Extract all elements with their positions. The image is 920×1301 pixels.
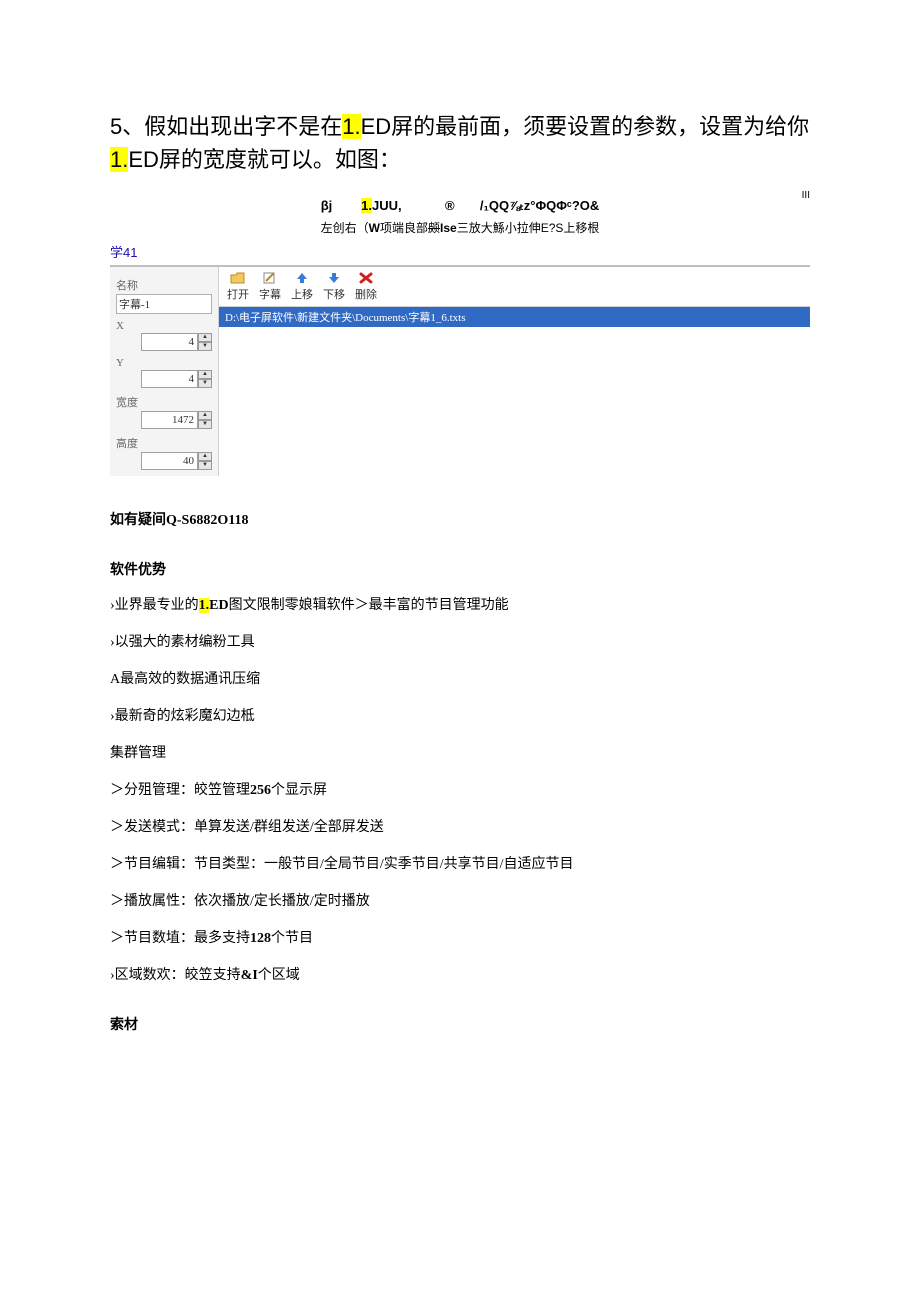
l6-post: 个显示屏	[271, 783, 327, 798]
x-label: X	[116, 320, 212, 332]
contact-pre: 如有疑间	[110, 513, 166, 528]
contact-line: 如有疑间Q-S6882O118	[110, 510, 810, 531]
delete-button[interactable]: 删除	[355, 271, 377, 302]
width-value[interactable]: 1472	[141, 411, 198, 429]
ui-screenshot: 名称 字幕-1 X 4 ▲ ▼ Y 4 ▲ ▼ 宽度 1472	[110, 265, 810, 476]
ocr-sub-mid2: 三放大鯀小拉伸E?S上移根	[457, 221, 600, 235]
h-up-icon[interactable]: ▲	[198, 452, 212, 461]
cluster-line-4: ＞播放属性：依次播放/定长播放/定时播放	[110, 891, 810, 912]
ocr-tail: /₁QQ⅞ₜz°ΦQΦᶜ?O&	[480, 198, 599, 213]
heading-text-1: 5、假如出现出字不是在	[110, 114, 342, 139]
adv-line-3: A最高效的数据通讯压缩	[110, 669, 810, 690]
arrow-up-icon	[294, 271, 310, 285]
x-up-icon[interactable]: ▲	[198, 333, 212, 342]
selected-file-row[interactable]: D:\电子屏软件\新建文件夹\Documents\字幕1_6.txts	[219, 307, 810, 327]
ocr-sub-pre: 左创右（	[321, 221, 369, 235]
ocr-sub-strike: 颇	[428, 221, 440, 235]
heading-text-3: ED屏的宽度就可以。如图：	[128, 147, 401, 172]
ocr-reg: ®	[445, 198, 455, 213]
move-up-button[interactable]: 上移	[291, 271, 313, 302]
section-material: 索材	[110, 1014, 810, 1034]
open-label: 打开	[227, 286, 249, 302]
height-value[interactable]: 40	[141, 452, 198, 470]
cluster-line-2: ＞发送模式：单算发送/群组发送/全部屏发送	[110, 817, 810, 838]
down-label: 下移	[323, 286, 345, 302]
h-down-icon[interactable]: ▼	[198, 461, 212, 470]
ocr-hl: 1.	[361, 198, 372, 213]
y-spinner[interactable]: 4 ▲ ▼	[116, 370, 212, 388]
contact-code: Q-S6882O118	[166, 513, 248, 528]
toolbar: 打开 字幕 上移 下移 删除	[219, 267, 810, 307]
folder-open-icon	[230, 271, 246, 285]
x-spinner[interactable]: 4 ▲ ▼	[116, 333, 212, 351]
l11-post: 个区域	[258, 968, 300, 983]
step-heading: 5、假如出现出字不是在1.ED屏的最前面，须要设置的参数，设置为给你1.ED屏的…	[110, 110, 810, 176]
ocr-bj: βj	[321, 198, 333, 213]
ocr-sub-ise: Ise	[440, 221, 457, 235]
ocr-sub-mid1: 项端良部	[380, 221, 428, 235]
arrow-down-icon	[326, 271, 342, 285]
l10-post: 个节目	[271, 931, 313, 946]
blue-label: 学41	[110, 242, 810, 261]
w-up-icon[interactable]: ▲	[198, 411, 212, 420]
cluster-line-1: ＞分殂管理：皎笠管理256个显示屏	[110, 780, 810, 801]
l6-pre: ＞分殂管理：皎笠管理	[110, 783, 250, 798]
cluster-line-3: ＞节目编辑：节目类型：一般节目/全局节目/实季节目/共享节目/自适应节目	[110, 854, 810, 875]
height-label: 高度	[116, 435, 212, 451]
l10-pre: ＞节目数埴：最多支持	[110, 931, 250, 946]
cluster-line-6: ›区域数欢：皎笠支持&I个区域	[110, 965, 810, 986]
l11-pre: ›区域数欢：皎笠支持	[110, 968, 241, 983]
name-input[interactable]: 字幕-1	[116, 294, 212, 314]
adv-line-4: ›最新奇的炫彩魔幻边柢	[110, 706, 810, 727]
y-up-icon[interactable]: ▲	[198, 370, 212, 379]
w-down-icon[interactable]: ▼	[198, 420, 212, 429]
height-spinner[interactable]: 40 ▲ ▼	[116, 452, 212, 470]
file-list-panel: 打开 字幕 上移 下移 删除 D:\电子屏软	[219, 267, 810, 476]
edit-icon	[262, 271, 278, 285]
file-list-empty	[219, 327, 810, 417]
l1-hl: 1.	[199, 598, 210, 613]
heading-text-2: ED屏的最前面，须要设置的参数，设置为给你	[361, 114, 810, 139]
move-down-button[interactable]: 下移	[323, 271, 345, 302]
ocr-sub-w: W	[369, 221, 380, 235]
x-value[interactable]: 4	[141, 333, 198, 351]
l11-bold: &I	[241, 968, 258, 983]
cluster-line-5: ＞节目数埴：最多支持128个节目	[110, 928, 810, 949]
l1-post: 图文限制零娘辑软件＞最丰富的节目管理功能	[229, 598, 509, 613]
cluster-head: 集群管理	[110, 743, 810, 764]
l10-num: 128	[250, 931, 271, 946]
width-spinner[interactable]: 1472 ▲ ▼	[116, 411, 212, 429]
subtitle-button[interactable]: 字幕	[259, 271, 281, 302]
heading-hl-2: 1.	[110, 147, 128, 172]
delete-x-icon	[358, 271, 374, 285]
subtitle-label: 字幕	[259, 286, 281, 302]
x-down-icon[interactable]: ▼	[198, 342, 212, 351]
ocr-line-1: III βj 1.JUU, ® /₁QQ⅞ₜz°ΦQΦᶜ?O&	[110, 196, 810, 217]
section-advantages: 软件优势	[110, 559, 810, 579]
y-down-icon[interactable]: ▼	[198, 379, 212, 388]
l1-pre: ›业界最专业的	[110, 598, 199, 613]
l1-bold: ED	[209, 598, 228, 613]
ocr-juu: JUU,	[372, 198, 402, 213]
delete-label: 删除	[355, 286, 377, 302]
heading-hl-1: 1.	[342, 114, 360, 139]
y-value[interactable]: 4	[141, 370, 198, 388]
y-label: Y	[116, 357, 212, 369]
up-label: 上移	[291, 286, 313, 302]
adv-line-1: ›业界最专业的1.ED图文限制零娘辑软件＞最丰富的节目管理功能	[110, 595, 810, 616]
width-label: 宽度	[116, 394, 212, 410]
name-label: 名称	[116, 277, 212, 293]
open-button[interactable]: 打开	[227, 271, 249, 302]
adv-line-2: ›以强大的素材编粉工具	[110, 632, 810, 653]
l6-num: 256	[250, 783, 271, 798]
ocr-tiny: III	[802, 188, 810, 204]
ocr-line-2: 左创右（W项端良部颇Ise三放大鯀小拉伸E?S上移根	[110, 219, 810, 236]
properties-panel: 名称 字幕-1 X 4 ▲ ▼ Y 4 ▲ ▼ 宽度 1472	[110, 267, 219, 476]
